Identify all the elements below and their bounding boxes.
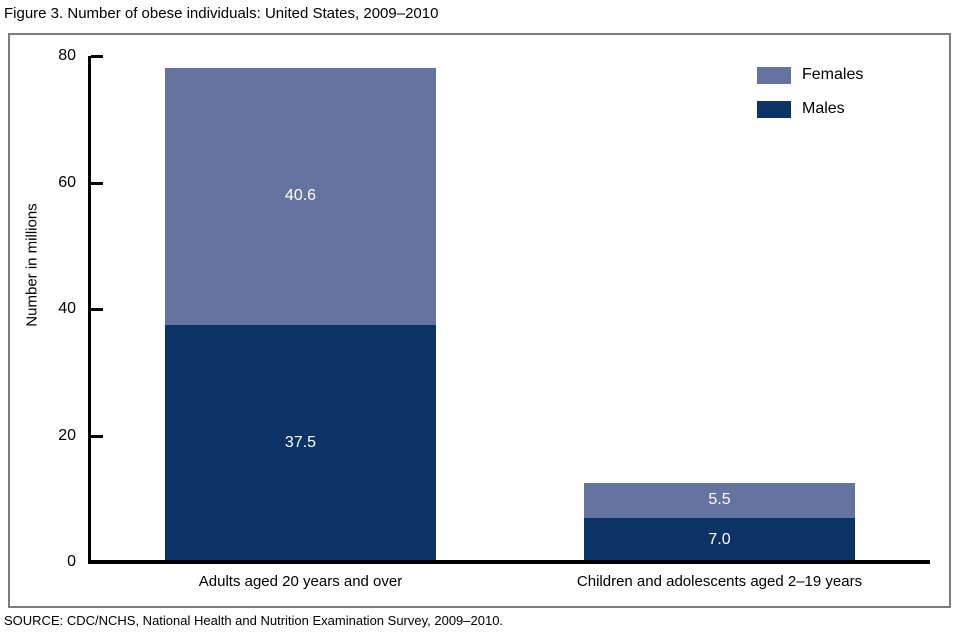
- bar-value-label: 37.5: [284, 434, 317, 452]
- bar-segment-females: 5.5: [584, 482, 855, 518]
- source-note: SOURCE: CDC/NCHS, National Health and Nu…: [4, 613, 504, 628]
- y-tick-label: 0: [67, 553, 76, 570]
- bar-segment-males: 7.0: [584, 517, 855, 562]
- category-label: Children and adolescents aged 2–19 years: [576, 573, 863, 590]
- plot-frame: Number in millions Females Males 0 20 40 60 8…: [8, 33, 951, 608]
- legend-item-females: Females: [757, 66, 863, 84]
- legend-label: Males: [802, 100, 845, 117]
- y-tick-label: 20: [58, 426, 76, 444]
- bar-value-label: 40.6: [284, 187, 317, 205]
- legend: Females Males: [757, 66, 863, 118]
- category-label: Adults aged 20 years and over: [198, 573, 403, 590]
- y-tick: [91, 181, 103, 185]
- figure-title: Figure 3. Number of obese individuals: U…: [4, 5, 439, 22]
- bar-value-label: 5.5: [708, 491, 731, 509]
- y-tick: [91, 434, 103, 438]
- y-tick-label: 60: [58, 173, 76, 191]
- y-tick-label: 80: [58, 47, 76, 64]
- y-tick: [91, 55, 103, 58]
- bar-segment-females: 40.6: [165, 68, 436, 325]
- y-axis-line: [88, 56, 91, 564]
- y-tick-label: 40: [58, 300, 76, 317]
- y-tick: [91, 308, 103, 311]
- legend-swatch-icon: [757, 66, 791, 84]
- legend-item-males: Males: [757, 100, 863, 118]
- bar-segment-males: 37.5: [165, 324, 436, 562]
- bar-value-label: 7.0: [708, 530, 731, 548]
- x-axis-line: [88, 560, 930, 564]
- legend-swatch-icon: [757, 100, 791, 118]
- legend-label: Females: [802, 66, 864, 83]
